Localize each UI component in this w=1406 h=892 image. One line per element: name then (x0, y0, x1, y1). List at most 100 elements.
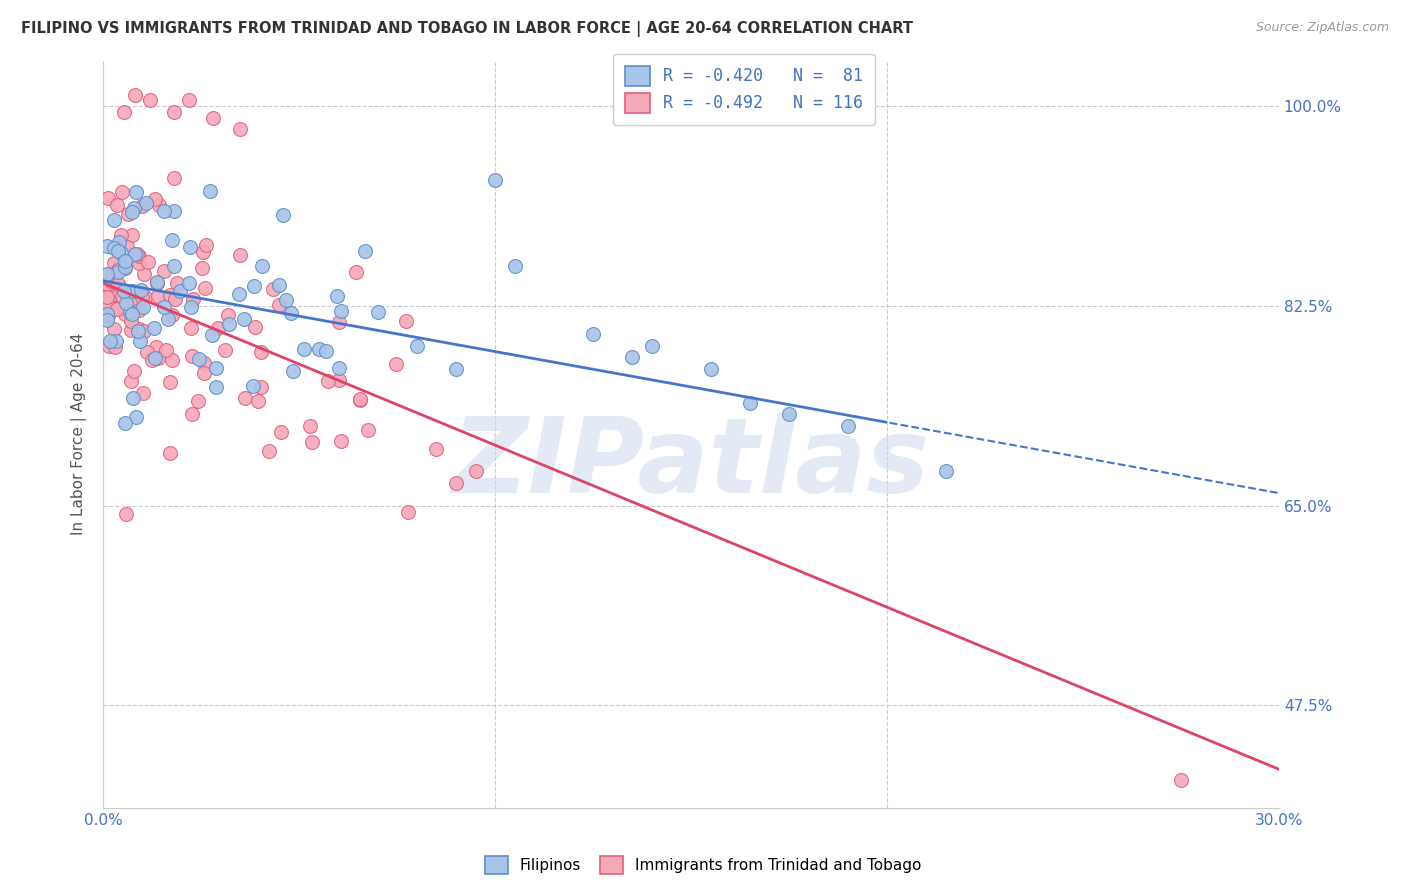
Point (120, 374, 142, 388)
Point (165, 292, 187, 306)
Point (105, 301, 128, 316)
Point (621, 351, 644, 365)
Point (299, 418, 322, 433)
Point (96, 289, 118, 303)
Point (110, 259, 132, 273)
Y-axis label: In Labor Force | Age 20-64: In Labor Force | Age 20-64 (72, 333, 87, 535)
Point (235, 391, 257, 405)
Point (778, 408, 800, 422)
Point (177, 277, 200, 291)
Point (100, 284, 122, 298)
Point (250, 260, 273, 274)
Point (152, 300, 174, 314)
Point (190, 261, 212, 276)
Point (152, 204, 174, 219)
Point (96, 296, 118, 310)
Point (107, 244, 129, 259)
Point (107, 265, 129, 279)
Point (166, 276, 188, 290)
Point (114, 254, 136, 268)
Point (328, 360, 350, 375)
Point (214, 343, 236, 357)
Point (98, 334, 121, 349)
Text: Source: ZipAtlas.com: Source: ZipAtlas.com (1256, 21, 1389, 34)
Point (160, 233, 183, 247)
Point (159, 375, 181, 389)
Point (233, 312, 256, 326)
Point (127, 247, 149, 261)
Point (103, 256, 125, 270)
Point (114, 307, 136, 321)
Point (217, 308, 239, 322)
Point (250, 380, 273, 394)
Point (270, 425, 292, 439)
Point (103, 322, 125, 336)
Point (405, 339, 427, 353)
Point (195, 238, 218, 252)
Point (699, 361, 721, 376)
Point (159, 446, 181, 460)
Point (163, 203, 186, 218)
Point (120, 323, 142, 337)
Text: FILIPINO VS IMMIGRANTS FROM TRINIDAD AND TOBAGO IN LABOR FORCE | AGE 20-64 CORRE: FILIPINO VS IMMIGRANTS FROM TRINIDAD AND… (21, 21, 912, 37)
Point (169, 284, 191, 298)
Point (280, 306, 302, 320)
Point (328, 373, 350, 387)
Point (128, 256, 150, 270)
Point (131, 198, 153, 212)
Point (110, 228, 132, 243)
Point (104, 340, 127, 354)
Point (201, 111, 224, 125)
Point (122, 391, 145, 405)
Point (316, 374, 339, 388)
Point (114, 260, 136, 275)
Point (114, 295, 136, 310)
Point (145, 340, 167, 354)
Point (132, 300, 155, 314)
Legend: R = -0.420   N =  81, R = -0.492   N = 116: R = -0.420 N = 81, R = -0.492 N = 116 (613, 54, 875, 125)
Point (641, 339, 664, 353)
Point (193, 245, 215, 260)
Point (250, 344, 273, 359)
Point (444, 475, 467, 490)
Point (143, 351, 166, 365)
Point (121, 307, 143, 321)
Point (444, 361, 467, 376)
Point (131, 290, 153, 304)
Point (385, 357, 408, 371)
Point (349, 392, 371, 406)
Point (100, 274, 122, 288)
Point (107, 277, 129, 291)
Point (128, 302, 150, 317)
Point (738, 396, 761, 410)
Point (257, 444, 280, 458)
Point (163, 171, 186, 186)
Point (207, 321, 229, 335)
Point (354, 244, 377, 258)
Point (243, 279, 266, 293)
Point (115, 240, 138, 254)
Point (107, 262, 129, 277)
Point (181, 407, 204, 421)
Point (98, 290, 121, 304)
Point (152, 263, 174, 277)
Point (326, 288, 349, 302)
Point (243, 319, 266, 334)
Point (262, 282, 284, 296)
Point (145, 275, 167, 289)
Point (163, 259, 186, 273)
Point (274, 293, 297, 307)
Point (115, 507, 138, 521)
Point (111, 289, 134, 303)
Point (139, 94, 162, 108)
Point (146, 351, 169, 365)
Point (138, 254, 160, 268)
Point (120, 304, 142, 318)
Point (349, 393, 371, 408)
Point (187, 351, 209, 366)
Point (145, 276, 167, 290)
Point (425, 442, 447, 456)
Legend: Filipinos, Immigrants from Trinidad and Tobago: Filipinos, Immigrants from Trinidad and … (478, 850, 928, 880)
Point (159, 287, 181, 301)
Point (121, 228, 143, 243)
